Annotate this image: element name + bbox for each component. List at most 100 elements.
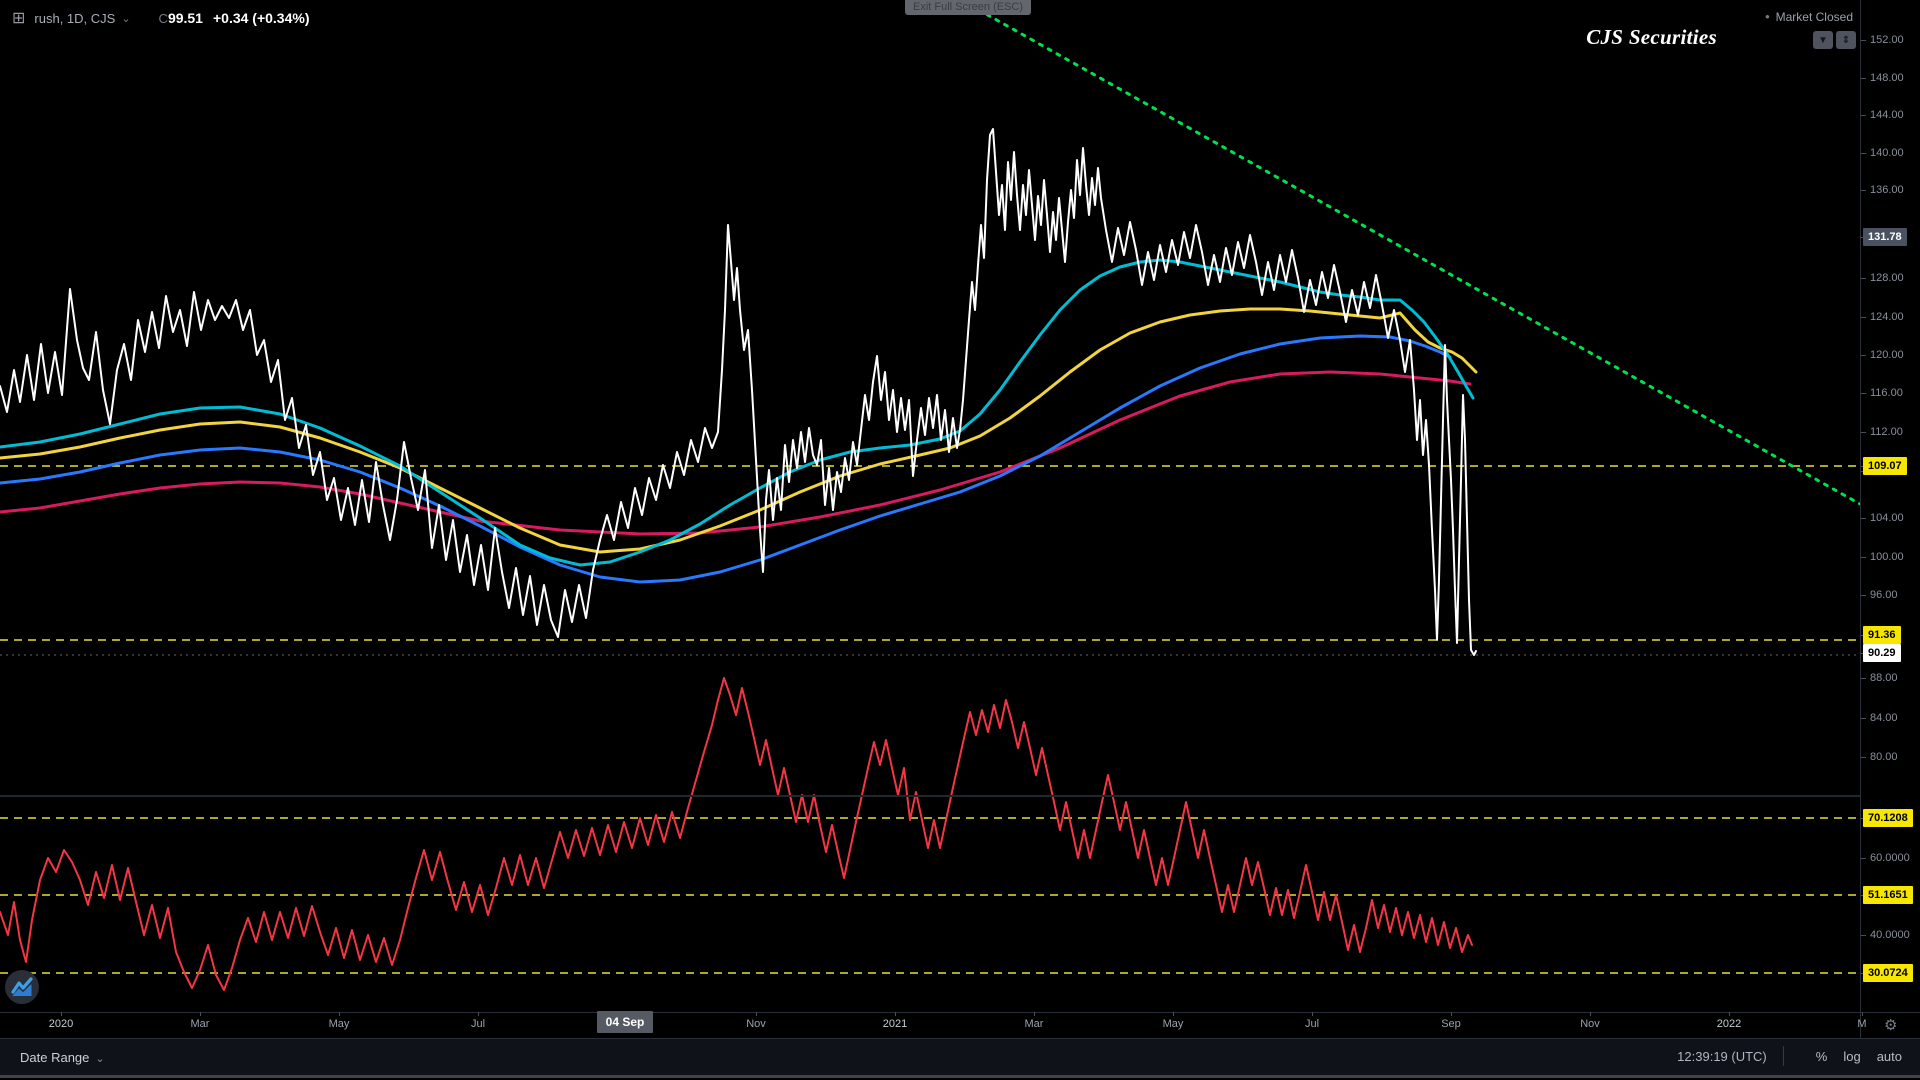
time-axis-tick (1034, 1012, 1035, 1016)
bottom-toolbar: Date Range ⌄ (0, 1038, 1920, 1075)
price-axis-label: 128.00 (1870, 272, 1904, 284)
log-scale-button[interactable]: log (1843, 1048, 1861, 1064)
series-oscillator (0, 677, 1473, 991)
broker-watermark: CJS Securities (1586, 25, 1717, 49)
price-change: +0.34 (+0.34%) (212, 10, 310, 26)
date-crosshair-badge: 04 Sep '20 (597, 1011, 653, 1051)
price-axis-label: 51.1651 (1863, 886, 1913, 904)
price-axis-tick (1861, 40, 1866, 41)
window-bottom-edge (0, 1075, 1920, 1078)
price-axis-tick (1861, 355, 1866, 356)
last-price-value: 99.51 (167, 10, 203, 26)
time-axis-label: M (1857, 1018, 1867, 1030)
time-axis-tick (1312, 1012, 1313, 1016)
time-axis-label: 2020 (48, 1018, 74, 1030)
close-prefix: C (158, 10, 168, 26)
time-axis-tick (478, 1012, 479, 1016)
time-axis-label: Sep (1441, 1018, 1461, 1030)
time-axis-tick (1862, 1012, 1863, 1016)
time-axis-label: Mar (190, 1018, 210, 1030)
price-axis-label: 109.07 (1863, 457, 1907, 475)
time-axis-tick (61, 1012, 62, 1016)
price-axis-label: 124.00 (1870, 311, 1904, 323)
price-axis-label: 88.00 (1870, 672, 1898, 684)
time-axis-border (0, 1012, 1920, 1013)
date-range-button[interactable]: Date Range ⌄ (20, 1049, 105, 1065)
grid-plus-icon[interactable]: ⊞ (12, 10, 26, 27)
time-axis-label: Jul (470, 1018, 486, 1030)
price-axis-tick (1861, 190, 1866, 191)
price-axis-tick (1861, 393, 1866, 394)
price-axis-tick (1861, 757, 1866, 758)
price-axis-label: 80.00 (1870, 751, 1898, 763)
percent-scale-button[interactable]: % (1815, 1048, 1828, 1064)
price-axis-label: 152.00 (1870, 34, 1904, 46)
price-axis-tick (1861, 935, 1866, 936)
price-axis-tick (1861, 718, 1866, 719)
price-axis-label: 100.00 (1870, 551, 1904, 563)
gear-icon[interactable]: ⚙ (1884, 1017, 1898, 1034)
price-axis-tick (1861, 678, 1866, 679)
price-axis-border (1860, 0, 1861, 1038)
series-price (0, 128, 1477, 656)
clock-label[interactable]: 12:39:19 (UTC) (1677, 1048, 1767, 1064)
price-axis-tick (1861, 115, 1866, 116)
price-chart-canvas[interactable] (0, 0, 1860, 1012)
price-axis-label: 136.00 (1870, 184, 1904, 196)
price-axis-label: 60.0000 (1870, 852, 1910, 864)
price-axis-tick (1861, 858, 1866, 859)
time-axis-label: May (1162, 1018, 1184, 1030)
symbol-legend[interactable]: ⊞ rush, 1D, CJS ⌄ C 99.51 +0.34 (+0.34%) (12, 8, 310, 28)
symbol-title[interactable]: rush, 1D, CJS (34, 10, 116, 26)
pane-separator[interactable] (0, 795, 1860, 797)
time-axis-label: Mar (1024, 1018, 1044, 1030)
price-axis-label: 90.29 (1863, 644, 1901, 662)
exit-fullscreen-toast[interactable]: Exit Full Screen (ESC) (905, 0, 1032, 15)
time-axis-label: Jul (1304, 1018, 1320, 1030)
time-axis-label: Nov (1580, 1018, 1600, 1030)
chevron-down-icon: ⌄ (95, 1052, 105, 1065)
time-axis-label: 2021 (882, 1018, 908, 1030)
price-axis-tick (1861, 153, 1866, 154)
price-axis-label: 140.00 (1870, 147, 1904, 159)
time-axis-tick (339, 1012, 340, 1016)
trendline[interactable] (959, 0, 1860, 506)
price-axis-label: 116.00 (1870, 387, 1903, 399)
scale-collapse-button[interactable]: ▼ (1813, 31, 1833, 49)
time-axis-tick (895, 1012, 896, 1016)
time-axis-label: Nov (746, 1018, 766, 1030)
chevron-down-icon[interactable]: ⌄ (121, 12, 131, 25)
price-axis-tick (1861, 317, 1866, 318)
logo-button[interactable] (5, 970, 39, 1004)
series-ma-slowest (0, 370, 1472, 536)
price-axis[interactable]: 152.00 148.00 144.00 140.00 136.00 131.78 128.… (1861, 0, 1920, 1012)
time-axis[interactable]: 04 Sep '20 2020 Mar May Jul Nov 2021 Mar May Jul… (0, 1011, 1920, 1051)
scale-reset-button[interactable]: ⇕ (1836, 31, 1856, 49)
time-axis-label: May (328, 1018, 350, 1030)
price-axis-label: 96.00 (1870, 589, 1898, 601)
price-axis-label: 104.00 (1870, 512, 1904, 524)
time-axis-tick (200, 1012, 201, 1016)
toolbar-right-group: 12:39:19 (UTC) % log auto (1677, 1038, 1902, 1074)
price-axis-label: 84.00 (1870, 712, 1898, 724)
price-axis-label: 112.00 (1870, 426, 1903, 438)
toolbar-divider (1782, 1046, 1784, 1066)
series-ma-slow (0, 334, 1452, 584)
market-status-label: Market Closed (1775, 10, 1853, 24)
price-axis-label: 120.00 (1870, 349, 1904, 361)
price-axis-tick (1861, 518, 1866, 519)
price-axis-tick (1861, 78, 1866, 79)
auto-scale-button[interactable]: auto (1876, 1048, 1902, 1064)
price-axis-label: 91.36 (1863, 626, 1901, 644)
price-axis-label: 70.1208 (1863, 809, 1913, 827)
time-axis-label: 2022 (1716, 1018, 1742, 1030)
scale-buttons: ▼ ⇕ (1813, 31, 1856, 49)
price-axis-label: 144.00 (1870, 109, 1904, 121)
price-axis-label: 148.00 (1870, 72, 1904, 84)
series-ma-mid (0, 307, 1478, 554)
mountain-chart-icon (11, 977, 33, 997)
price-axis-tick (1861, 432, 1866, 433)
market-status: • Market Closed (1765, 9, 1853, 24)
price-axis-tick (1861, 278, 1866, 279)
